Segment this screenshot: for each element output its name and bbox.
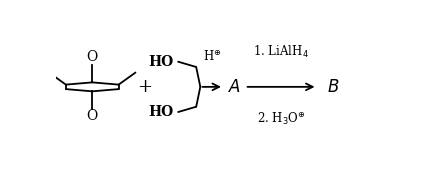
Text: H$^{\oplus}$: H$^{\oplus}$	[202, 49, 221, 64]
Text: HO: HO	[148, 105, 173, 119]
Text: 2. H$_3$O$^{\oplus}$: 2. H$_3$O$^{\oplus}$	[257, 110, 305, 127]
Text: 1. LiAlH$_4$: 1. LiAlH$_4$	[253, 44, 309, 61]
Text: O: O	[87, 109, 98, 123]
Text: O: O	[87, 51, 98, 64]
Text: HO: HO	[148, 55, 173, 69]
Text: $B$: $B$	[327, 78, 339, 96]
Text: $A$: $A$	[228, 78, 241, 96]
Text: +: +	[137, 78, 152, 96]
